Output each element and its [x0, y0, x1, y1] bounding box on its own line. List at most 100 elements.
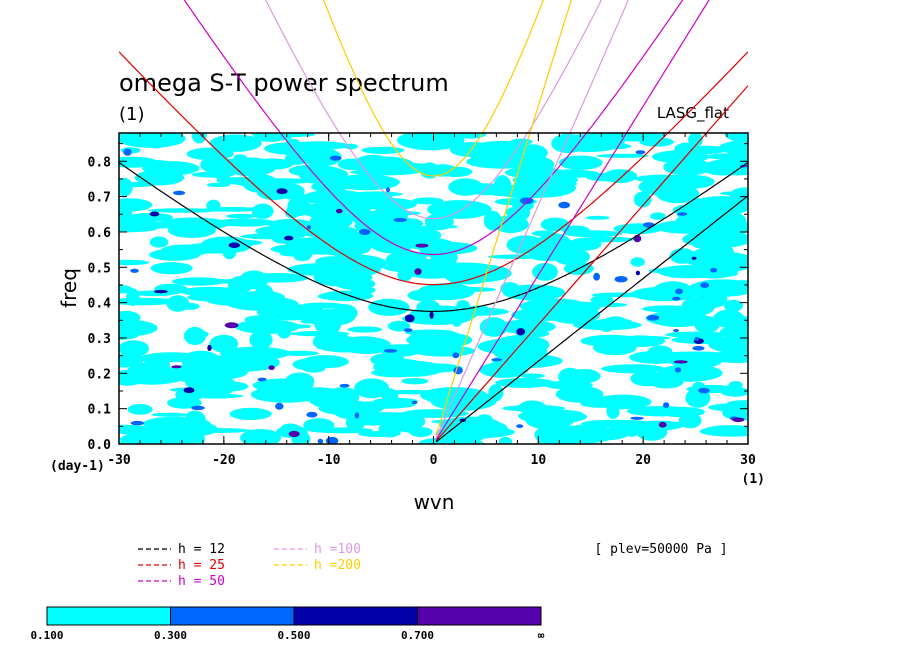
- contour-blob: [264, 142, 310, 155]
- colorbar: 0.100 0.300 0.500 0.700 ∞: [30, 606, 545, 642]
- contour-blob: [405, 237, 454, 251]
- legend-label: h = 25: [178, 558, 225, 573]
- contour-blob: [385, 250, 428, 271]
- contour-blob: [387, 320, 411, 332]
- contour-peak: [642, 222, 655, 228]
- contour-peak: [386, 187, 390, 193]
- contour-peak: [694, 336, 700, 341]
- contour-blob: [691, 229, 720, 246]
- contour-blob: [724, 299, 743, 312]
- contour-blob: [401, 378, 429, 385]
- contour-blob: [345, 413, 366, 432]
- contour-blob: [577, 236, 635, 243]
- contour-peak: [414, 268, 422, 275]
- dispersion-curve-kelvin: [435, 195, 748, 443]
- contour-blob: [502, 284, 566, 301]
- y-axis: 0.0 0.1 0.2 0.3 0.4 0.5 0.6 0.7 0.8: [88, 143, 748, 453]
- y-tick-label: 0.0: [88, 438, 112, 453]
- contour-blob: [431, 419, 487, 425]
- contour-peak: [224, 322, 239, 329]
- contour-peak: [732, 417, 745, 423]
- contour-peak: [630, 416, 644, 420]
- contour-blob: [361, 146, 405, 154]
- chart-title: omega S-T power spectrum: [119, 69, 449, 97]
- contour-blob: [536, 233, 571, 253]
- contour-blob: [150, 262, 193, 275]
- contour-peak: [663, 402, 670, 408]
- contour-peak: [288, 430, 300, 438]
- contour-blob: [495, 377, 555, 388]
- contour-blob: [285, 372, 315, 391]
- dispersion-curve-ig: [383, 133, 484, 177]
- contour-peak: [191, 405, 205, 411]
- x-tick-label: 20: [635, 453, 651, 468]
- colorbar-segment: [170, 606, 295, 626]
- contour-blob: [430, 390, 497, 411]
- contour-peak: [411, 400, 418, 405]
- contour-blob: [639, 137, 674, 147]
- contour-peak: [635, 270, 641, 276]
- legend-label: h =200: [314, 558, 361, 573]
- contour-blob: [649, 309, 708, 327]
- contour-blob: [519, 373, 545, 379]
- contour-blob: [119, 133, 186, 148]
- contour-peak: [558, 201, 570, 209]
- contour-blob: [155, 360, 171, 369]
- contour-blob: [229, 407, 272, 420]
- contour-blob: [285, 206, 300, 219]
- contour-blob: [624, 428, 639, 437]
- contour-peak: [674, 367, 682, 373]
- contour-blob: [680, 270, 739, 278]
- contour-blob: [436, 433, 484, 443]
- contour-blob: [167, 222, 216, 238]
- dispersion-curve-kelvin: [435, 133, 628, 441]
- contour-blob: [711, 350, 748, 363]
- contour-blob: [186, 147, 234, 161]
- contour-blob: [184, 330, 209, 339]
- colorbar-label: 0.100: [30, 629, 63, 642]
- y-tick-label: 0.6: [88, 226, 112, 241]
- contour-peak: [452, 352, 460, 359]
- contour-blob: [300, 202, 348, 219]
- contour-blob: [412, 197, 444, 205]
- contour-peak: [329, 155, 342, 161]
- contour-peak: [257, 377, 267, 382]
- dispersion-curve-ig-above: [183, 0, 684, 133]
- contour-blob: [558, 155, 603, 170]
- contour-blob: [119, 369, 144, 386]
- contour-peak: [635, 150, 646, 155]
- contour-blob: [609, 397, 626, 404]
- contour-peak: [154, 289, 168, 294]
- contour-blob: [209, 334, 239, 353]
- contour-blob: [657, 406, 705, 418]
- contour-peak: [207, 344, 212, 351]
- contour-blob: [171, 277, 226, 286]
- contour-peak: [675, 288, 683, 295]
- contour-blob: [657, 364, 723, 382]
- contour-peak: [339, 383, 350, 388]
- contour-blob: [250, 386, 322, 403]
- dataset-label: LASG_flat: [657, 104, 729, 123]
- contour-blob: [708, 403, 748, 412]
- contour-blob: [378, 389, 441, 395]
- contour-peak: [306, 411, 318, 418]
- contour-blob: [268, 218, 313, 230]
- contour-peak: [354, 412, 360, 419]
- contour-blob: [209, 134, 262, 152]
- contour-blob: [235, 319, 300, 334]
- contour-blob: [439, 166, 473, 177]
- contour-blob: [630, 257, 645, 267]
- contour-peak: [306, 225, 311, 230]
- contour-blob: [354, 219, 400, 227]
- contour-blob: [119, 297, 177, 306]
- contour-blob: [334, 277, 376, 290]
- contour-blob: [359, 412, 375, 417]
- contour-blob: [325, 387, 360, 407]
- contour-peak: [519, 197, 534, 205]
- contour-blob: [598, 320, 615, 332]
- dispersion-curves-above-plot: [119, 0, 748, 133]
- contour-blob: [704, 153, 748, 160]
- contour-blob: [580, 334, 643, 347]
- contour-blob: [242, 273, 309, 283]
